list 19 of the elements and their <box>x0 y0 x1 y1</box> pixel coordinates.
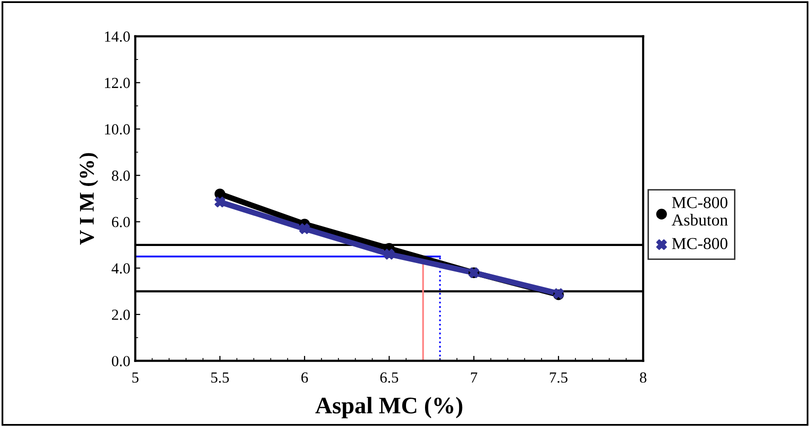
x-tick-label: 5 <box>132 372 138 383</box>
y-tick-label: 0.0 <box>112 356 130 366</box>
legend-label: MC-800 <box>672 238 728 250</box>
y-tick-label: 10.0 <box>105 124 130 135</box>
x-tick-label: 5.5 <box>211 372 229 383</box>
y-tick-label: 12.0 <box>105 78 130 88</box>
y-tick-label: 4.0 <box>112 263 130 274</box>
legend-label: MC-800 Asbuton <box>672 196 728 226</box>
x-tick-label: 7.5 <box>550 372 568 383</box>
x-axis-title: Aspal MC (%) <box>315 396 462 418</box>
y-axis-title: V I M (%) <box>79 153 98 245</box>
x-tick-label: 8 <box>640 372 646 383</box>
y-tick-label: 8.0 <box>112 170 130 181</box>
x-tick-label: 7 <box>471 372 478 383</box>
x-tick-label: 6 <box>301 372 308 383</box>
y-tick-label: 14.0 <box>105 31 130 42</box>
x-tick-label: 6.5 <box>380 372 398 383</box>
y-tick-label: 2.0 <box>112 310 130 320</box>
y-tick-label: 6.0 <box>112 216 130 228</box>
